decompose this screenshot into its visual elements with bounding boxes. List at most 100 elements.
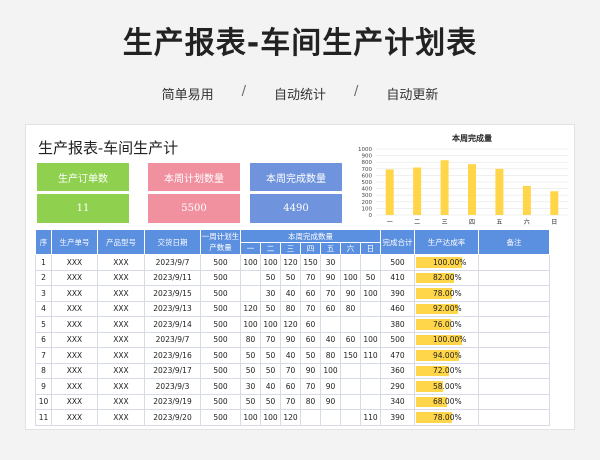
x-tick-label: 一 (387, 219, 393, 226)
cell-rate: 78.00% (414, 409, 479, 426)
tag-separator: / (241, 84, 246, 99)
cell-total: 340 (380, 393, 415, 410)
rate-bar (416, 350, 460, 361)
cell-model: XXX (97, 269, 145, 286)
cell-model: XXX (97, 316, 145, 333)
cell-day: 80 (340, 300, 361, 317)
x-tick-label: 日 (551, 219, 557, 226)
header-day: 二 (260, 242, 281, 255)
cell-seq: 1 (35, 254, 52, 271)
rate-text: 76.00% (433, 319, 462, 329)
cell-total: 380 (380, 316, 415, 333)
cell-day (340, 254, 361, 271)
cell-date: 2023/9/19 (144, 393, 201, 410)
cell-model: XXX (97, 347, 145, 364)
rate-text: 100.00% (433, 257, 467, 267)
kpi-orders-value: 11 (37, 194, 129, 223)
cell-note (478, 269, 550, 286)
table-row: 10 XXX XXX 2023/9/19 500 50 50 70 80 90 340 68.00% (35, 393, 550, 410)
cell-day: 70 (280, 362, 301, 379)
tag-auto-update: 自动更新 (386, 88, 439, 103)
rate-text: 92.00% (433, 304, 462, 314)
cell-note (478, 393, 550, 410)
cell-day: 50 (260, 393, 281, 410)
cell-total: 390 (380, 409, 415, 426)
spreadsheet-preview: 生产报表-车间生产计 生产订单数 本周计划数量 本周完成数量 11 5500 4… (25, 124, 575, 430)
cell-date: 2023/9/7 (144, 331, 201, 348)
y-tick-label: 300 (362, 193, 373, 199)
cell-day: 50 (280, 269, 301, 286)
cell-rate: 100.00% (414, 331, 479, 348)
rate-text: 94.00% (433, 350, 462, 360)
chart-bar (440, 160, 449, 215)
header-total: 完成合计 (380, 229, 415, 255)
cell-day: 100 (260, 316, 281, 333)
cell-day: 150 (340, 347, 361, 364)
y-tick-label: 200 (362, 200, 373, 206)
cell-day: 50 (240, 362, 261, 379)
cell-day: 100 (340, 269, 361, 286)
cell-day: 90 (320, 378, 341, 395)
cell-seq: 7 (35, 347, 52, 364)
y-tick-label: 800 (362, 160, 373, 166)
cell-day: 100 (260, 409, 281, 426)
cell-total: 500 (380, 331, 415, 348)
cell-plan: 500 (200, 409, 241, 426)
cell-order: XXX (51, 285, 98, 302)
cell-day: 60 (300, 316, 321, 333)
y-tick-label: 400 (362, 187, 373, 193)
cell-day (360, 300, 381, 317)
rate-text: 100.00% (433, 335, 467, 345)
x-tick-label: 四 (469, 219, 475, 226)
table-row: 2 XXX XXX 2023/9/11 500 50 50 70 90 100 50 410 82.00… (35, 269, 550, 286)
chart-bar (550, 191, 559, 215)
cell-total: 500 (380, 254, 415, 271)
header-week-group: 本周完成数量 (240, 229, 381, 243)
cell-seq: 6 (35, 331, 52, 348)
cell-rate: 92.00% (414, 300, 479, 317)
cell-order: XXX (51, 378, 98, 395)
cell-seq: 2 (35, 269, 52, 286)
cell-day (340, 393, 361, 410)
cell-day (360, 378, 381, 395)
kpi-plan-label: 本周计划数量 (148, 163, 240, 191)
cell-model: XXX (97, 331, 145, 348)
cell-seq: 10 (35, 393, 52, 410)
x-tick-label: 五 (496, 219, 502, 226)
rate-bar (416, 288, 452, 299)
cell-total: 390 (380, 285, 415, 302)
header-seq: 序 (35, 229, 52, 255)
cell-day: 50 (260, 347, 281, 364)
x-tick-label: 二 (414, 219, 420, 226)
rate-bar (416, 365, 450, 376)
tag-easy: 简单易用 (161, 88, 214, 103)
cell-day: 80 (300, 393, 321, 410)
production-table: 序 生产单号 产品型号 交货日期 一周计划生产数量 本周完成数量 完成合计 生产… (35, 229, 550, 426)
header-day: 四 (300, 242, 321, 255)
cell-model: XXX (97, 378, 145, 395)
cell-day: 110 (360, 347, 381, 364)
cell-note (478, 362, 550, 379)
cell-day: 100 (240, 409, 261, 426)
cell-day: 50 (260, 269, 281, 286)
cell-day: 40 (260, 378, 281, 395)
cell-day: 50 (260, 300, 281, 317)
y-tick-label: 0 (369, 213, 373, 219)
chart-bar (413, 167, 422, 215)
tag-separator: / (354, 84, 359, 99)
header-model: 产品型号 (97, 229, 145, 255)
rate-text: 72.00% (433, 366, 462, 376)
cell-day: 50 (360, 269, 381, 286)
chart-bar (495, 168, 504, 215)
cell-order: XXX (51, 300, 98, 317)
kpi-plan-value: 5500 (148, 194, 240, 223)
rate-text: 78.00% (433, 412, 462, 422)
cell-day: 90 (320, 393, 341, 410)
cell-rate: 76.00% (414, 316, 479, 333)
cell-note (478, 254, 550, 271)
chart-bar (468, 164, 476, 215)
cell-date: 2023/9/11 (144, 269, 201, 286)
cell-day (300, 409, 321, 426)
cell-day: 70 (300, 378, 321, 395)
rate-bar (416, 412, 452, 423)
